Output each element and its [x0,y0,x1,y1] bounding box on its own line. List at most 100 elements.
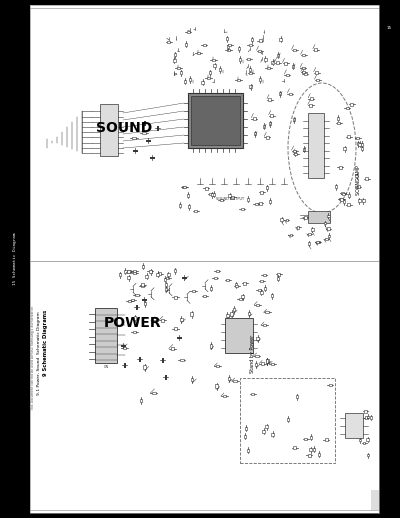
Bar [207,77,210,79]
Bar [308,131,310,134]
Bar [256,391,259,393]
Bar [219,68,221,71]
Bar [185,42,187,46]
Bar [339,197,342,200]
Bar [242,295,244,298]
Bar [226,314,229,317]
Bar [140,399,142,402]
Bar [310,436,312,439]
Bar [160,319,164,322]
Bar [254,132,256,135]
Bar [324,438,328,441]
Bar [95,308,117,363]
Bar [361,142,364,146]
Bar [249,44,252,47]
Bar [214,277,217,279]
Bar [216,365,220,367]
Bar [142,265,144,268]
Bar [266,186,268,189]
Bar [279,92,281,95]
Bar [311,228,314,231]
Bar [264,57,267,61]
Bar [355,174,358,177]
Bar [210,344,212,348]
Bar [122,347,126,349]
Bar [337,122,340,124]
Bar [341,192,344,194]
Bar [201,81,204,83]
Bar [260,391,263,393]
Text: CN: CN [104,365,108,369]
Text: 9 Schematic Diagrams: 9 Schematic Diagrams [42,310,48,376]
Bar [255,203,258,205]
Bar [347,204,350,206]
Bar [209,71,212,74]
Bar [134,270,136,272]
Bar [293,150,296,152]
Bar [203,44,206,46]
Bar [346,107,349,109]
Bar [364,410,367,412]
Bar [250,85,252,89]
Bar [248,391,251,394]
Bar [258,289,261,291]
Bar [327,227,330,230]
Bar [271,61,274,64]
Bar [203,295,206,297]
Bar [308,113,324,178]
Bar [365,177,368,180]
Bar [174,296,177,299]
Bar [315,71,318,74]
Bar [249,72,252,74]
Bar [152,392,156,394]
Bar [356,137,360,139]
Bar [127,276,130,279]
Bar [269,122,271,125]
Bar [210,287,212,290]
Bar [312,152,315,155]
Bar [134,316,136,320]
Bar [370,416,372,419]
Bar [309,104,312,107]
Bar [131,299,134,301]
Bar [173,59,176,62]
Bar [141,285,144,287]
Bar [245,338,247,341]
Bar [236,285,238,287]
Bar [30,5,379,513]
Bar [246,449,249,452]
Bar [334,185,337,189]
Bar [187,31,190,34]
Bar [142,132,146,134]
Bar [183,185,186,188]
Bar [343,200,345,203]
Bar [318,453,320,456]
Text: This Document can not be used without Samsung's authorization: This Document can not be used without Sa… [31,306,35,410]
Bar [259,202,262,205]
Bar [247,197,249,200]
Text: 9-1 Power, Sound  Schematic Diagram: 9-1 Power, Sound Schematic Diagram [37,311,41,395]
Bar [327,214,330,217]
Bar [188,206,190,208]
Bar [180,318,182,321]
Bar [292,65,294,67]
Bar [325,238,328,240]
Bar [316,129,319,132]
Bar [220,199,223,202]
Text: Stand by Power: Stand by Power [250,335,255,373]
Bar [132,137,136,139]
Bar [276,62,279,64]
Bar [250,395,253,397]
Bar [277,277,280,280]
Bar [277,54,279,56]
Bar [189,78,191,81]
Bar [342,193,345,195]
Bar [286,74,289,76]
Bar [212,193,215,196]
Bar [358,199,361,202]
Bar [239,298,242,300]
Bar [328,384,332,386]
Bar [184,79,186,82]
Bar [304,438,307,440]
Bar [128,270,131,272]
